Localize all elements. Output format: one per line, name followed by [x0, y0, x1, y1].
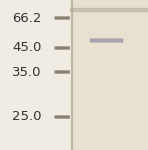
FancyBboxPatch shape: [54, 70, 70, 74]
Bar: [70, 8, 148, 10]
FancyBboxPatch shape: [54, 115, 70, 119]
Text: 25.0: 25.0: [12, 111, 41, 123]
Text: 45.0: 45.0: [12, 42, 41, 54]
Text: 66.2: 66.2: [12, 12, 41, 24]
FancyBboxPatch shape: [54, 16, 70, 20]
Bar: [0, 0, 70, 150]
Bar: [71, 0, 72, 150]
Text: 35.0: 35.0: [12, 66, 41, 78]
FancyBboxPatch shape: [90, 38, 123, 43]
FancyBboxPatch shape: [54, 46, 70, 50]
Bar: [70, 0, 148, 150]
